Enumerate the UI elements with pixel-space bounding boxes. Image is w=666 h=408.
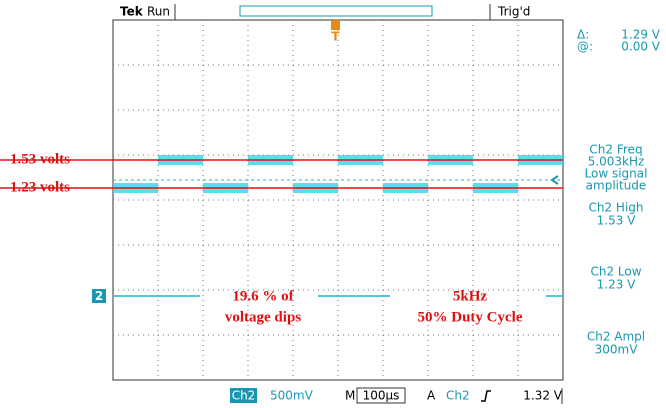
run-status: Run bbox=[147, 5, 170, 19]
low-level-label: 1.23 volts bbox=[10, 179, 70, 195]
slope-icon bbox=[481, 391, 491, 401]
measurement: amplitude bbox=[586, 179, 647, 193]
dips-note: 19.6 % of bbox=[232, 288, 294, 304]
cursor-at: 0.00 V bbox=[621, 40, 661, 54]
footer-trigger-prefix: A bbox=[427, 389, 436, 403]
measurement: Ch2 Low bbox=[590, 265, 641, 279]
footer-time-prefix: M bbox=[345, 389, 355, 403]
page: Tek Run T Trig'd Δ: 1.29 V @: 0.00 V 2 1… bbox=[0, 0, 666, 408]
footer-time-scale: 100µs bbox=[363, 389, 400, 403]
channel-marker: 2 bbox=[95, 289, 103, 303]
footer-trigger-channel: Ch2 bbox=[446, 389, 470, 403]
measurement: 300mV bbox=[595, 343, 639, 357]
footer-trigger-level: 1.32 V bbox=[523, 389, 563, 403]
trigger-marker: T bbox=[331, 30, 340, 44]
cursor-at-label: @: bbox=[577, 40, 593, 54]
scope-screen: Tek Run T Trig'd Δ: 1.29 V @: 0.00 V 2 1… bbox=[0, 0, 666, 408]
trigger-state: Trig'd bbox=[497, 5, 530, 19]
footer-channel: Ch2 bbox=[232, 389, 256, 403]
measurement: Ch2 High bbox=[588, 201, 643, 215]
high-level-label: 1.53 volts bbox=[10, 151, 70, 167]
measurement: Ch2 Ampl bbox=[587, 330, 645, 344]
measurement: 1.53 V bbox=[597, 214, 637, 228]
record-bar bbox=[240, 6, 432, 16]
footer-scale: 500mV bbox=[270, 389, 314, 403]
measurement: 1.23 V bbox=[597, 278, 637, 292]
frequency-note: 5kHz bbox=[453, 288, 488, 304]
brand: Tek bbox=[120, 5, 144, 19]
dips-note: voltage dips bbox=[225, 309, 301, 325]
trigger-badge bbox=[331, 20, 340, 30]
frequency-note: 50% Duty Cycle bbox=[418, 309, 523, 325]
